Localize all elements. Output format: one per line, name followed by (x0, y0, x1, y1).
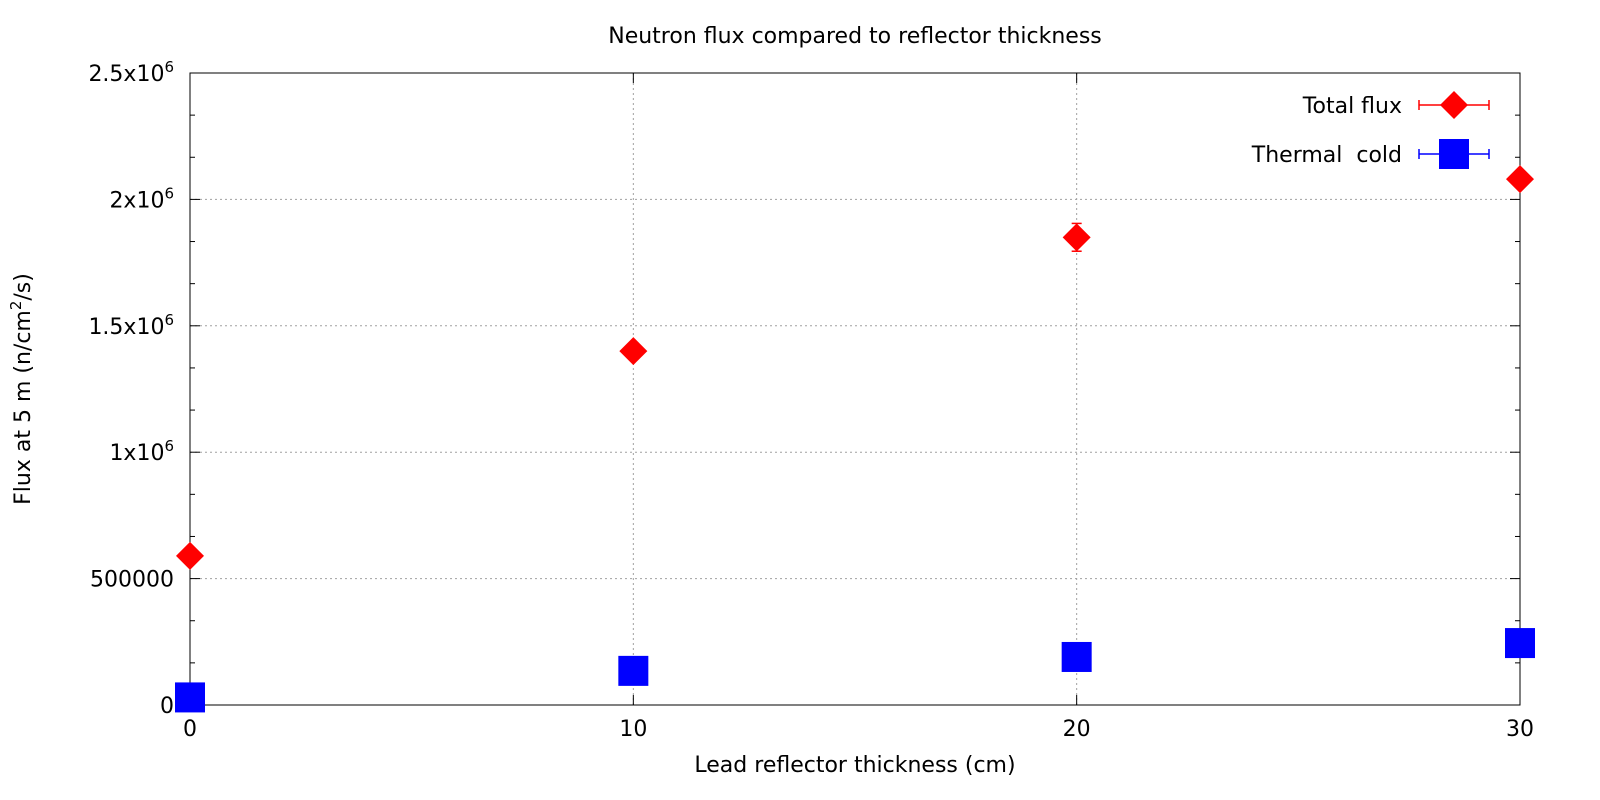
y-axis-title: Flux at 5 m (n/cm2/s) (7, 273, 36, 505)
legend-label: Total flux (1302, 94, 1402, 119)
data-point-diamond (176, 541, 204, 570)
x-tick-label: 20 (1063, 717, 1091, 742)
legend-marker-square (1439, 139, 1469, 169)
data-points (175, 165, 1535, 713)
y-tick-label: 500000 (90, 568, 174, 593)
y-tick-label: 2x106 (109, 184, 174, 213)
error-bars (185, 173, 1525, 699)
legend-label: Thermal cold (1251, 143, 1402, 168)
data-point-square (618, 655, 649, 686)
y-tick-label: 1.5x106 (88, 311, 174, 340)
y-axis-title-sup: 2 (7, 301, 25, 311)
tick-marks (189, 72, 1521, 706)
y-axis-title-tail: /s) (11, 273, 36, 300)
data-point-square (1505, 628, 1535, 659)
chart-title: Neutron flux compared to reflector thick… (608, 24, 1102, 49)
y-tick-label-exp: 6 (164, 311, 174, 329)
grid (190, 73, 1520, 705)
x-axis-title: Lead reflector thickness (cm) (694, 753, 1015, 778)
legend: Total flux Thermal cold (1251, 91, 1490, 169)
y-tick-label-base: 1x10 (109, 441, 164, 466)
y-tick-label: 0 (160, 694, 174, 719)
x-tick-label: 0 (183, 717, 197, 742)
data-point-diamond (1506, 165, 1534, 194)
data-point-square (175, 682, 205, 713)
y-tick-label-exp: 6 (164, 58, 174, 76)
plot-border (189, 72, 1521, 706)
legend-marker-diamond (1440, 91, 1468, 119)
data-point-square (1061, 641, 1092, 672)
y-tick-label-exp: 6 (164, 437, 174, 455)
x-tick-label: 10 (619, 717, 647, 742)
y-tick-label-base: 500000 (90, 568, 174, 593)
y-tick-label-exp: 6 (164, 184, 174, 202)
data-point-diamond (619, 337, 648, 366)
data-point-diamond (1062, 223, 1091, 252)
y-tick-label: 1x106 (109, 437, 174, 466)
y-tick-label-base: 2.5x10 (88, 62, 164, 87)
x-tick-labels: 0 10 20 30 (183, 717, 1534, 742)
y-tick-label-base: 1.5x10 (88, 315, 164, 340)
y-tick-label-base: 2x10 (109, 188, 164, 213)
y-axis-title-main: Flux at 5 m (n/cm (11, 310, 36, 505)
y-tick-label-base: 0 (160, 694, 174, 719)
x-tick-label: 30 (1506, 717, 1534, 742)
y-tick-label: 2.5x106 (88, 58, 174, 87)
